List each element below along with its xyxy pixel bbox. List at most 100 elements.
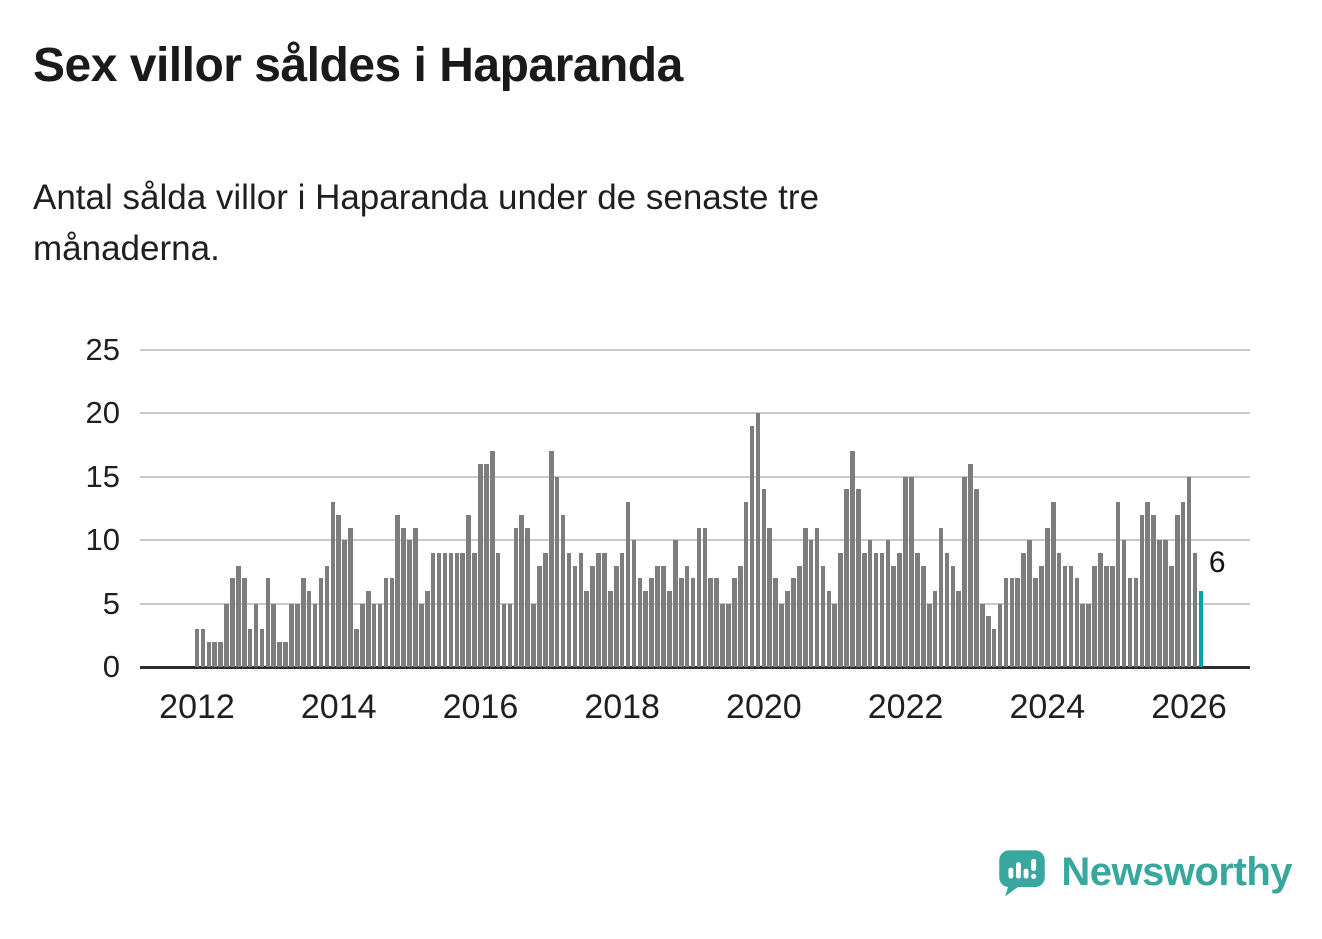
bar	[755, 413, 761, 667]
bar	[289, 603, 294, 667]
bar	[1157, 540, 1162, 667]
bar	[543, 552, 548, 667]
y-tick-label: 15	[85, 458, 120, 494]
bar	[407, 540, 412, 667]
bar	[584, 590, 590, 667]
bar	[720, 603, 725, 667]
bar	[1050, 502, 1056, 667]
bar	[259, 628, 265, 667]
bar	[230, 578, 235, 667]
bar	[1056, 552, 1062, 667]
bar	[212, 641, 217, 667]
bar	[572, 565, 578, 667]
bar	[1062, 565, 1068, 667]
y-tick-label: 25	[85, 332, 120, 367]
bar	[702, 527, 708, 667]
bar	[253, 603, 259, 667]
chart-subtitle: Antal sålda villor i Haparanda under de …	[33, 172, 819, 275]
bar	[448, 552, 454, 667]
bar	[1003, 578, 1009, 667]
bar	[891, 565, 897, 667]
bar	[336, 514, 341, 667]
bar	[655, 565, 660, 667]
bar	[525, 527, 530, 667]
bar	[507, 603, 513, 667]
bar	[1080, 603, 1086, 667]
bar	[578, 552, 584, 667]
bar	[466, 514, 471, 667]
bar	[649, 578, 654, 667]
newsworthy-logo-icon	[996, 846, 1048, 898]
bar	[478, 464, 483, 667]
bar	[590, 565, 595, 667]
bar	[383, 578, 389, 667]
bar	[696, 527, 702, 667]
bar	[915, 552, 920, 667]
bar	[1068, 565, 1074, 667]
bar	[472, 552, 477, 667]
bar	[236, 565, 241, 667]
bar	[879, 552, 885, 667]
bar	[554, 476, 560, 667]
bar	[271, 603, 277, 667]
bar	[377, 603, 383, 667]
bar	[1127, 578, 1133, 667]
bar	[501, 603, 507, 667]
bar	[430, 552, 436, 667]
bar	[531, 603, 536, 667]
bar	[773, 578, 778, 667]
bar	[489, 451, 495, 667]
bar	[342, 540, 347, 667]
bar	[932, 590, 938, 667]
bar	[938, 527, 944, 667]
bar	[265, 578, 271, 667]
bar	[1133, 578, 1139, 667]
bar	[1104, 565, 1109, 667]
bar	[684, 565, 690, 667]
bar	[850, 451, 855, 667]
bar	[1009, 578, 1015, 667]
subtitle-line-2: månaderna.	[33, 229, 220, 269]
bar	[678, 578, 684, 667]
bar	[1086, 603, 1091, 667]
bar	[761, 489, 767, 667]
bar	[838, 552, 843, 667]
bar	[726, 603, 731, 667]
bar	[1109, 565, 1115, 667]
bar	[909, 476, 914, 667]
bar	[661, 565, 666, 667]
bar	[513, 527, 519, 667]
bar	[867, 540, 873, 667]
bar	[312, 603, 318, 667]
gridline	[140, 349, 1250, 351]
bar	[637, 578, 643, 667]
bar	[861, 552, 867, 667]
bar	[826, 590, 832, 667]
bar	[419, 603, 424, 667]
x-axis-line	[140, 666, 1250, 669]
bar	[354, 628, 359, 667]
x-tick-label: 2014	[300, 688, 377, 726]
brand-footer: Newsworthy	[996, 846, 1292, 898]
y-tick-label: 10	[85, 522, 120, 558]
bar	[1033, 578, 1038, 667]
bar	[974, 489, 979, 667]
bar	[814, 527, 820, 667]
bar	[360, 603, 365, 667]
gridline	[140, 475, 1250, 478]
bar	[673, 540, 678, 667]
bar	[785, 590, 790, 667]
bar	[348, 527, 353, 667]
x-tick-label: 2020	[726, 688, 802, 726]
bar	[950, 565, 956, 667]
bar	[1174, 514, 1180, 667]
bar	[873, 552, 879, 667]
bar	[820, 565, 826, 667]
bar	[1021, 552, 1026, 667]
bar	[1192, 552, 1198, 667]
bar	[424, 590, 430, 667]
bar	[1180, 502, 1186, 667]
y-tick-label: 20	[85, 395, 120, 431]
bar	[318, 578, 324, 667]
x-tick-label: 2016	[442, 688, 519, 726]
